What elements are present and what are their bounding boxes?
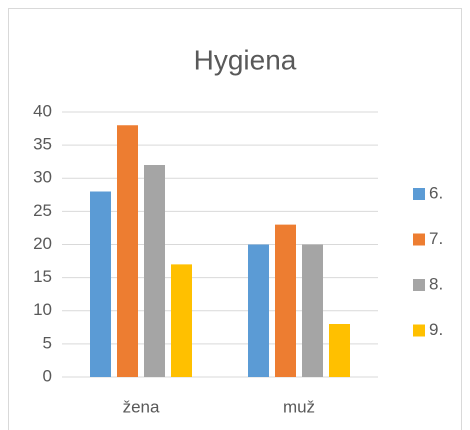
legend-label: 9.: [429, 320, 443, 339]
y-tick-label: 25: [33, 201, 52, 220]
bar: [90, 191, 111, 377]
chart-border: [8, 8, 462, 430]
y-tick-label: 10: [33, 300, 52, 319]
legend-swatch: [413, 279, 425, 291]
y-tick-label: 5: [43, 333, 52, 352]
bar: [275, 224, 296, 377]
legend-swatch: [413, 188, 425, 200]
bar: [329, 324, 350, 377]
y-tick-label: 20: [33, 234, 52, 253]
bar: [248, 244, 269, 377]
legend-label: 7.: [429, 229, 443, 248]
legend-swatch: [413, 324, 425, 337]
y-tick-label: 35: [33, 135, 52, 154]
x-tick-label: žena: [123, 397, 160, 416]
bar: [117, 125, 138, 377]
y-tick-label: 0: [43, 366, 52, 385]
legend-swatch: [413, 233, 425, 246]
bar: [302, 244, 323, 377]
legend-label: 6.: [429, 183, 443, 202]
y-tick-label: 40: [33, 101, 52, 120]
legend-label: 8.: [429, 274, 443, 293]
y-tick-label: 15: [33, 267, 52, 286]
x-tick-label: muž: [283, 397, 315, 416]
y-tick-label: 30: [33, 168, 52, 187]
chart-title: Hygiena: [194, 44, 297, 75]
bar: [144, 165, 165, 377]
bar: [171, 264, 192, 377]
